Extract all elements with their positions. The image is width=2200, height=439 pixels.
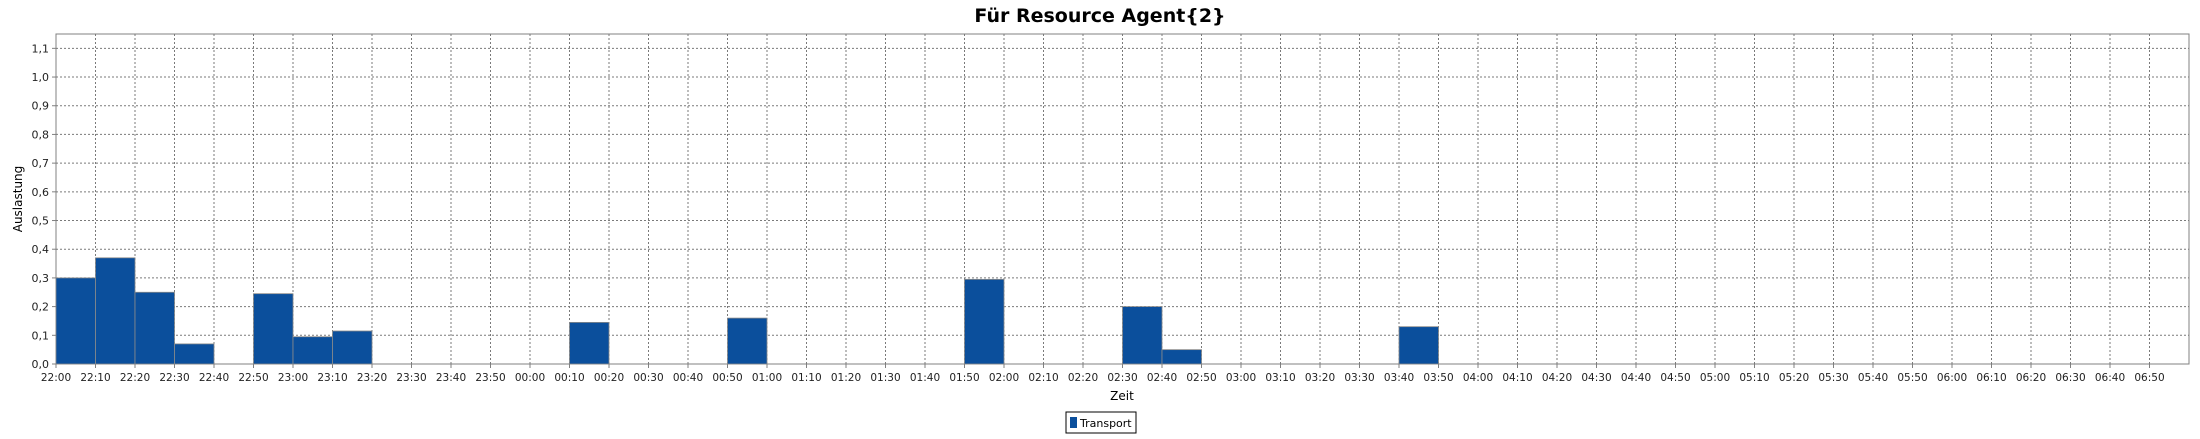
- y-tick-label: 0,4: [32, 243, 50, 256]
- x-tick-label: 05:10: [1739, 372, 1769, 384]
- x-tick-label: 04:10: [1502, 372, 1532, 384]
- x-tick-label: 01:00: [752, 372, 782, 384]
- y-tick-label: 0,7: [32, 157, 50, 170]
- x-tick-label: 23:50: [475, 372, 505, 384]
- x-tick-label: 01:20: [831, 372, 861, 384]
- bar: [292, 336, 333, 365]
- bar: [134, 291, 175, 365]
- x-tick-label: 23:20: [357, 372, 387, 384]
- y-tick-label: 0,3: [32, 272, 50, 285]
- x-tick-label: 06:20: [2016, 372, 2046, 384]
- bar: [95, 257, 136, 365]
- x-tick-label: 01:50: [949, 372, 979, 384]
- x-tick-label: 05:00: [1700, 372, 1730, 384]
- x-tick-label: 06:50: [2134, 372, 2164, 384]
- x-tick-label: 01:30: [870, 372, 900, 384]
- y-tick-label: 0,5: [32, 215, 50, 228]
- bar: [1398, 326, 1439, 365]
- x-tick-label: 04:50: [1660, 372, 1690, 384]
- x-tick-label: 23:00: [278, 372, 308, 384]
- y-tick-label: 1,1: [32, 42, 50, 55]
- x-tick-label: 06:10: [1976, 372, 2006, 384]
- x-tick-label: 03:30: [1344, 372, 1374, 384]
- x-tick-label: 01:10: [791, 372, 821, 384]
- x-tick-label: 00:40: [673, 372, 703, 384]
- chart-title: Für Resource Agent{2}: [974, 5, 1225, 27]
- bar: [727, 317, 768, 365]
- x-tick-label: 06:00: [1937, 372, 1967, 384]
- x-tick-label: 04:40: [1621, 372, 1651, 384]
- bar: [332, 330, 373, 365]
- x-tick-label: 04:30: [1581, 372, 1611, 384]
- y-tick-label: 0,9: [32, 100, 50, 113]
- y-tick-labels: 0,0 0,1 0,2 0,3 0,4 0,5 0,6 0,7 0,8 0,9 1,0 1,1: [32, 42, 56, 371]
- x-tick-label: 02:10: [1028, 372, 1058, 384]
- legend-swatch: [1070, 417, 1077, 428]
- x-tick-label: 06:30: [2055, 372, 2085, 384]
- y-axis-label: Auslastung: [11, 166, 25, 233]
- x-tick-label: 01:40: [910, 372, 940, 384]
- x-tick-label: 22:30: [159, 372, 189, 384]
- x-tick-label: 22:50: [238, 372, 268, 384]
- x-tick-label: 22:10: [80, 372, 110, 384]
- x-tick-label: 05:50: [1897, 372, 1927, 384]
- x-tick-label: 02:20: [1068, 372, 1098, 384]
- bar: [1122, 306, 1163, 365]
- x-tick-label: 06:40: [2095, 372, 2125, 384]
- x-tick-label: 02:00: [989, 372, 1019, 384]
- x-axis-label: Zeit: [1110, 389, 1134, 403]
- y-tick-label: 0,8: [32, 128, 50, 141]
- legend-label: Transport: [1079, 417, 1132, 430]
- y-tick-label: 0,0: [32, 358, 50, 371]
- x-tick-label: 23:40: [436, 372, 466, 384]
- x-tick-label: 03:40: [1384, 372, 1414, 384]
- grid-lines: [56, 34, 2189, 364]
- x-tick-label: 22:00: [41, 372, 71, 384]
- x-tick-label: 23:10: [317, 372, 347, 384]
- x-tick-label: 03:00: [1226, 372, 1256, 384]
- x-tick-label: 05:20: [1779, 372, 1809, 384]
- x-tick-label: 23:30: [396, 372, 426, 384]
- x-tick-label: 04:20: [1542, 372, 1572, 384]
- x-tick-label: 00:10: [554, 372, 584, 384]
- bar: [55, 277, 96, 365]
- x-tick-label: 04:00: [1463, 372, 1493, 384]
- y-tick-label: 1,0: [32, 71, 50, 84]
- x-tick-label: 02:40: [1147, 372, 1177, 384]
- bar: [569, 321, 610, 365]
- x-tick-label: 02:30: [1107, 372, 1137, 384]
- x-tick-label: 00:20: [594, 372, 624, 384]
- x-tick-labels: 22:00 22:10 22:20 22:30 22:40 22:50 23:00 23:10…: [41, 364, 2165, 384]
- x-tick-label: 00:00: [515, 372, 545, 384]
- legend: Transport: [1065, 411, 1137, 434]
- x-tick-label: 22:40: [199, 372, 229, 384]
- x-tick-label: 22:20: [120, 372, 150, 384]
- x-tick-label: 00:30: [633, 372, 663, 384]
- x-tick-label: 03:10: [1265, 372, 1295, 384]
- x-tick-label: 00:50: [712, 372, 742, 384]
- bar: [1161, 349, 1202, 365]
- x-tick-label: 02:50: [1186, 372, 1216, 384]
- bar: [174, 343, 215, 365]
- x-tick-label: 03:20: [1305, 372, 1335, 384]
- y-tick-label: 0,2: [32, 301, 50, 314]
- y-tick-label: 0,1: [32, 329, 50, 342]
- x-tick-label: 05:40: [1858, 372, 1888, 384]
- bar-series: [55, 257, 1439, 365]
- bar: [253, 293, 294, 365]
- x-tick-label: 05:30: [1818, 372, 1848, 384]
- y-tick-label: 0,6: [32, 186, 50, 199]
- x-tick-label: 03:50: [1423, 372, 1453, 384]
- legend-box: [1065, 411, 1137, 434]
- bar: [964, 278, 1005, 365]
